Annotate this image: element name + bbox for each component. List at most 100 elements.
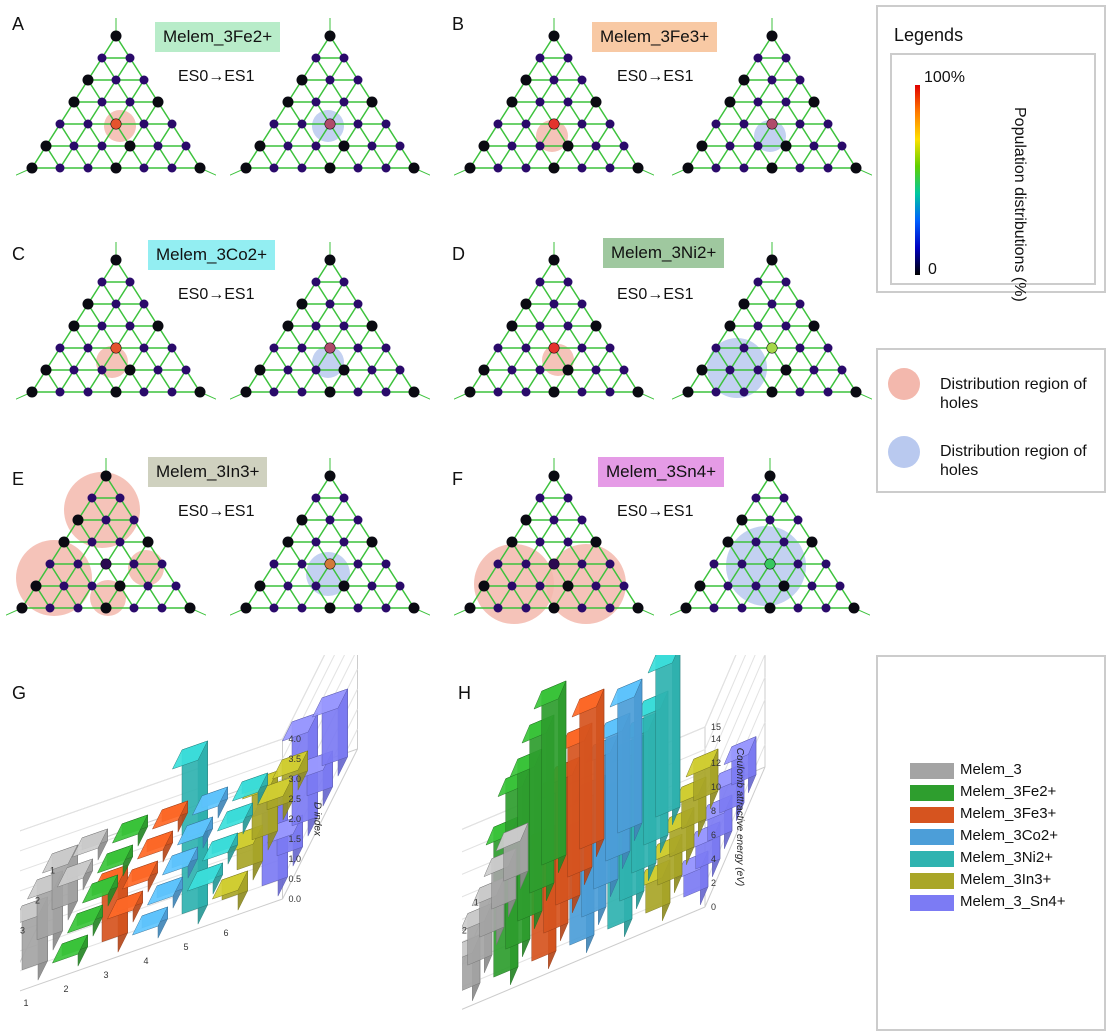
atom xyxy=(478,140,490,152)
bar xyxy=(211,870,249,911)
legend-label: Melem_3Fe3+ xyxy=(960,805,1057,822)
z-tick-label: 0.5 xyxy=(289,874,302,884)
atom xyxy=(408,602,420,614)
metal-center xyxy=(101,559,111,569)
atom xyxy=(339,321,349,331)
electron-region-label: Distribution region of holes xyxy=(940,443,1087,479)
atom xyxy=(45,603,55,613)
atom xyxy=(143,581,153,591)
atom xyxy=(577,299,587,309)
atom xyxy=(577,119,587,129)
atom xyxy=(339,97,349,107)
atom xyxy=(548,470,560,482)
atom xyxy=(563,277,573,287)
d-index-chart: 0.00.51.01.52.02.53.03.54.0D index12345E… xyxy=(20,655,358,1008)
atom xyxy=(753,277,763,287)
atom xyxy=(139,387,149,397)
legend-swatch xyxy=(910,829,954,845)
atom xyxy=(619,141,629,151)
atom xyxy=(83,343,93,353)
atom xyxy=(87,581,97,591)
atom xyxy=(97,365,107,375)
x-tick-label: 1 xyxy=(474,897,479,907)
atom xyxy=(535,277,545,287)
atom xyxy=(779,537,789,547)
atom xyxy=(478,580,490,592)
atom xyxy=(311,97,321,107)
depth-tick-label: 6 xyxy=(224,928,229,938)
atom xyxy=(837,141,847,151)
atom xyxy=(297,163,307,173)
metal-center xyxy=(325,343,335,353)
atom xyxy=(696,140,708,152)
atom xyxy=(282,96,294,108)
atom xyxy=(562,364,574,376)
atom xyxy=(548,386,560,398)
bar xyxy=(609,678,643,841)
z-tick-label: 3.5 xyxy=(289,754,302,764)
atom xyxy=(26,162,38,174)
atom xyxy=(129,603,139,613)
atom xyxy=(562,140,574,152)
atom xyxy=(739,387,749,397)
atom xyxy=(110,30,122,42)
atom xyxy=(353,343,363,353)
z-tick-label: 15 xyxy=(711,722,721,732)
atom xyxy=(464,386,476,398)
metal-center xyxy=(111,119,121,129)
atom xyxy=(590,96,602,108)
atom xyxy=(55,387,65,397)
bar xyxy=(136,830,174,863)
legend-label: Melem_3Fe2+ xyxy=(960,783,1057,800)
atom xyxy=(739,343,749,353)
bar xyxy=(66,904,104,937)
bar xyxy=(191,786,229,819)
atom xyxy=(739,119,749,129)
atom xyxy=(139,299,149,309)
bar xyxy=(231,772,269,805)
atom xyxy=(632,386,644,398)
atom xyxy=(129,515,139,525)
atom xyxy=(795,163,805,173)
atom xyxy=(296,514,308,526)
atom xyxy=(367,141,377,151)
atom xyxy=(563,493,573,503)
bar xyxy=(96,844,134,877)
atom xyxy=(269,119,279,129)
legend-region-box: Distribution region of holes Distributio… xyxy=(876,348,1106,493)
molecule-hole-D xyxy=(454,242,654,400)
atom xyxy=(240,386,252,398)
atom xyxy=(338,140,350,152)
atom xyxy=(311,581,321,591)
atom xyxy=(114,580,126,592)
atom xyxy=(73,559,83,569)
atom xyxy=(590,320,602,332)
atom xyxy=(395,141,405,151)
atom xyxy=(680,602,692,614)
colorbar-axis-label: Population distributions (%) xyxy=(1011,107,1028,302)
atom xyxy=(366,320,378,332)
atom xyxy=(764,602,776,614)
atom xyxy=(73,603,83,613)
atom xyxy=(55,119,65,129)
atom xyxy=(535,493,545,503)
atom xyxy=(282,536,294,548)
panel-label-F: F xyxy=(452,469,463,489)
atom xyxy=(848,602,860,614)
x-tick-label: 1 xyxy=(50,866,55,876)
atom xyxy=(283,141,293,151)
series-legend: Melem_3 Melem_3Fe2+ Melem_3Fe3+ Melem_3Co2+… xyxy=(910,761,1100,921)
bar xyxy=(201,832,239,865)
atom xyxy=(311,537,321,547)
z-tick-label: 14 xyxy=(711,734,721,744)
panel-label-D: D xyxy=(452,244,465,264)
atom xyxy=(339,537,349,547)
atom xyxy=(296,298,308,310)
bar xyxy=(71,828,109,861)
atom xyxy=(324,470,336,482)
atom xyxy=(55,163,65,173)
atom xyxy=(125,53,135,63)
atom xyxy=(577,343,587,353)
bar xyxy=(151,800,189,833)
atom xyxy=(722,536,734,548)
